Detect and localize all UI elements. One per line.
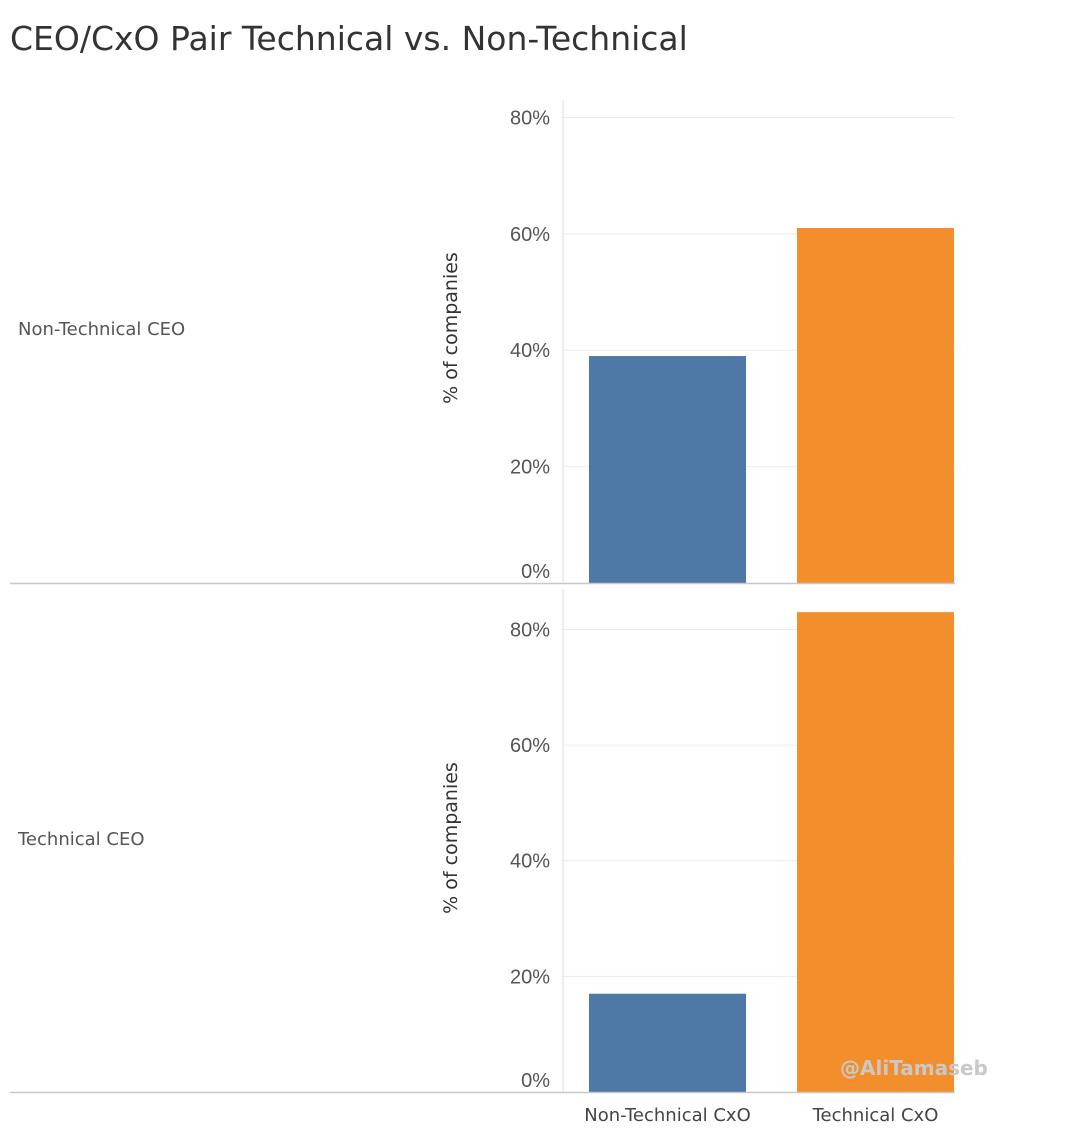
y-tick-label: 20% [510,457,550,479]
bar-non-technical-cxo [589,993,746,1092]
y-axis-title: % of companies [440,252,462,404]
chart-panels: 0% 20% 40% 60% 80% Non-Technical CEO % of comp… [10,100,955,1094]
x-category-label: Non-Technical CxO [584,1105,751,1126]
watermark: @AliTamaseb [840,1056,988,1080]
bar-technical-cxo [797,228,954,583]
row-label: Non-Technical CEO [18,319,185,340]
y-axis-title: % of companies [440,762,462,914]
y-tick-label: 60% [510,224,550,246]
y-tick-label: 80% [510,619,550,641]
y-tick-label: 40% [510,851,550,873]
x-category-label: Technical CxO [812,1105,939,1126]
x-axis-categories: Non-Technical CxO Technical CxO [584,1105,938,1126]
y-tick-label: 60% [510,735,550,757]
y-tick-label: 80% [510,107,550,129]
y-tick-label: 0% [521,1070,550,1092]
y-tick-label: 20% [510,966,550,988]
row-label: Technical CEO [17,829,144,850]
bar-non-technical-cxo [589,356,746,583]
chart-title: CEO/CxO Pair Technical vs. Non-Technical [10,19,688,58]
panel-1: 0% 20% 40% 60% 80% Non-Technical CEO % of comp… [10,100,955,585]
bar-technical-cxo [797,612,954,1092]
panel-2: 0% 20% 40% 60% 80% Technical CEO % of companie… [10,589,955,1094]
y-tick-label: 40% [510,340,550,362]
y-tick-label: 0% [521,561,550,583]
